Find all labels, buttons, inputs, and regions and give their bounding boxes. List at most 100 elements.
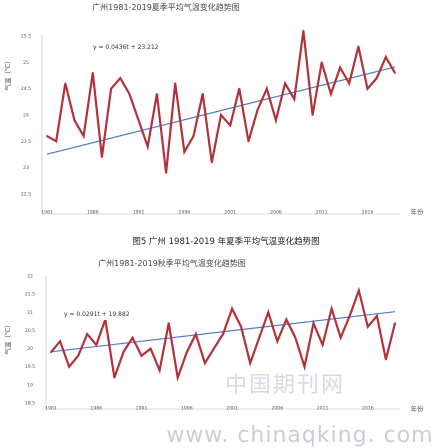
summer-data-point	[256, 108, 259, 111]
autumn-x-tick-label: 1986	[90, 406, 102, 412]
summer-data-point	[146, 145, 149, 148]
autumn-x-tick-label: 1991	[136, 406, 148, 412]
autumn-x-tick-label: 2006	[271, 406, 283, 412]
summer-data-point	[73, 119, 76, 122]
summer-y-ticks: 22.5 23 23.5 24 24.5 25 25.5	[21, 34, 31, 198]
summer-data-point	[284, 82, 287, 85]
summer-data-point	[110, 87, 113, 90]
summer-x-axis-label: 年份	[411, 207, 425, 216]
autumn-chart-title: 广州1981-2019秋季平均气温变化趋势图	[98, 258, 246, 268]
autumn-data-point	[59, 340, 61, 343]
summer-x-ticks: 1981 1986 1991 1996 2001 2006 2011 2016	[41, 210, 373, 216]
autumn-data-point	[330, 307, 333, 310]
summer-x-tick-label: 2001	[224, 210, 236, 216]
summer-data-point	[384, 56, 387, 58]
summer-x-tick-label: 1986	[87, 210, 99, 216]
summer-data-point	[302, 29, 305, 32]
summer-y-tick-label: 24	[23, 113, 29, 119]
summer-x-tick-label: 1981	[41, 210, 53, 216]
autumn-x-tick-label: 2011	[317, 406, 329, 412]
autumn-y-ticks: 18.5 19 19.5 20 20.5 21 21.5 22	[25, 274, 35, 407]
summer-data-point	[265, 87, 268, 90]
autumn-data-point	[258, 336, 261, 339]
summer-x-tick-label: 2016	[362, 210, 374, 216]
autumn-y-tick-label: 21.5	[25, 292, 35, 298]
autumn-data-point	[185, 351, 188, 354]
summer-data-point	[128, 93, 131, 95]
watermark-url: www. chinaqking. com	[166, 423, 433, 448]
summer-data-point	[375, 77, 378, 80]
summer-x-tick-label: 2006	[270, 210, 282, 216]
autumn-data-point	[375, 315, 378, 317]
autumn-data-point	[77, 354, 80, 357]
autumn-data-point	[285, 318, 288, 321]
autumn-data-point	[348, 315, 351, 317]
summer-data-point	[174, 82, 177, 85]
autumn-y-tick-label: 20.5	[25, 328, 35, 334]
summer-data-point	[229, 124, 232, 127]
summer-data-point	[101, 156, 103, 159]
autumn-y-tick-label: 20	[27, 346, 33, 352]
autumn-data-point	[194, 333, 197, 335]
autumn-data-point	[222, 333, 224, 335]
autumn-data-point	[131, 336, 134, 339]
summer-data-point	[64, 82, 67, 85]
summer-data-point	[82, 135, 85, 137]
summer-data-point	[46, 135, 48, 137]
autumn-data-point	[140, 354, 143, 357]
summer-equation-box	[56, 39, 192, 53]
summer-data-point	[55, 140, 58, 143]
autumn-data-point	[276, 340, 279, 343]
summer-data-point	[339, 66, 341, 69]
autumn-data-point	[312, 322, 315, 325]
summer-data-point	[275, 119, 277, 122]
summer-data-point	[183, 150, 186, 153]
autumn-data-point	[394, 322, 396, 325]
autumn-data-point	[339, 336, 342, 339]
autumn-data-point	[357, 289, 360, 292]
autumn-y-tick-label: 19	[27, 382, 33, 388]
summer-data-point	[137, 119, 140, 122]
autumn-data-point	[385, 358, 387, 361]
autumn-data-point	[203, 362, 206, 364]
summer-data-point	[119, 77, 122, 80]
summer-data-point	[220, 114, 222, 116]
summer-data-point	[320, 61, 323, 64]
autumn-data-point	[321, 344, 324, 346]
summer-data-point	[348, 82, 351, 85]
autumn-data-point	[113, 376, 116, 379]
autumn-data-point	[303, 365, 306, 368]
autumn-y-tick-label: 18.5	[25, 401, 35, 407]
summer-x-tick-label: 1991	[133, 210, 145, 216]
autumn-y-tick-label: 19.5	[25, 364, 35, 370]
summer-data-point	[311, 114, 314, 116]
summer-data-point	[210, 161, 213, 164]
summer-trend-equation: y = 0.0436t + 23.212	[93, 44, 159, 51]
autumn-data-point	[149, 347, 152, 350]
autumn-data-point	[231, 307, 233, 310]
summer-data-point	[366, 87, 369, 90]
autumn-x-tick-label: 2001	[226, 406, 238, 412]
summer-y-tick-label: 24.5	[21, 86, 31, 92]
summer-y-tick-label: 23	[23, 165, 29, 171]
autumn-data-point	[167, 322, 170, 325]
autumn-equation-box	[56, 306, 176, 320]
summer-x-tick-label: 2011	[316, 210, 328, 216]
autumn-data-point	[366, 325, 369, 328]
autumn-data-point	[50, 351, 52, 354]
autumn-y-tick-label: 21	[27, 310, 33, 316]
summer-data-point	[155, 93, 158, 95]
summer-data-point	[293, 98, 296, 101]
summer-data-point	[238, 87, 241, 90]
summer-chart: 广州1981-2019夏季平均气温变化趋势图 气温（℃） 年份 22.5 23 23…	[3, 2, 424, 216]
autumn-chart: 广州1981-2019秋季平均气温变化趋势图 气温（℃） 年份 18.5 19 19…	[3, 258, 424, 413]
summer-data-point	[91, 71, 94, 74]
summer-y-tick-label: 23.5	[21, 139, 31, 145]
summer-y-tick-label: 22.5	[21, 192, 31, 198]
summer-data-point	[165, 172, 167, 174]
summer-data-point	[357, 45, 360, 48]
autumn-points	[50, 289, 396, 379]
autumn-data-point	[95, 344, 98, 346]
summer-data-point	[192, 135, 195, 137]
summer-data-point	[394, 71, 396, 74]
